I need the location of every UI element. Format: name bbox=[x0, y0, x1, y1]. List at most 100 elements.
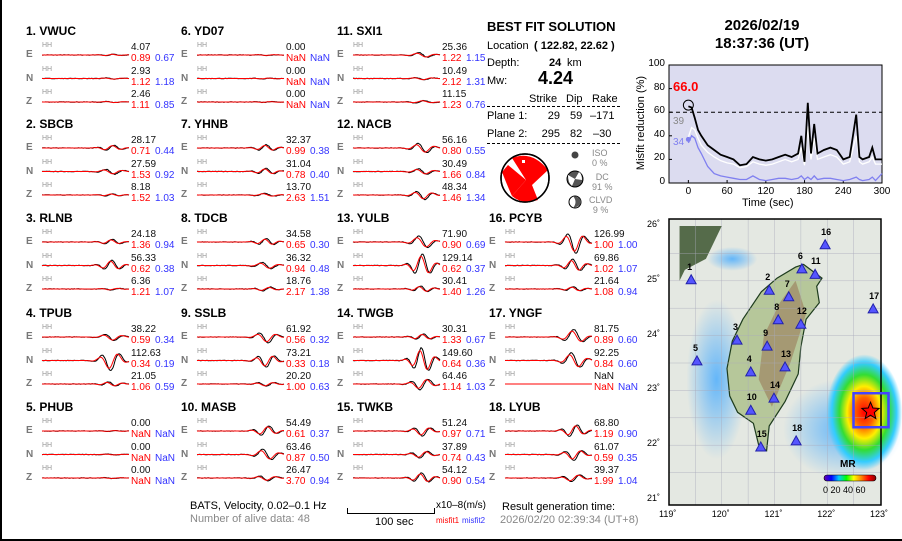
misfit1-value: 0.65 bbox=[286, 240, 306, 251]
component-label: E bbox=[337, 331, 344, 342]
station-number: 4 bbox=[746, 353, 752, 364]
channel-label: HH bbox=[353, 229, 364, 236]
observed-waveform bbox=[504, 233, 593, 254]
amplitude-value: 0.00 bbox=[286, 89, 306, 100]
mw-label: Mw: bbox=[487, 75, 508, 87]
component-label: Z bbox=[489, 283, 496, 294]
synthetic-waveform bbox=[42, 381, 130, 387]
misfit2-value: 0.76 bbox=[466, 100, 486, 111]
component-label: E bbox=[337, 49, 344, 60]
component-label: E bbox=[181, 331, 188, 342]
synthetic-waveform bbox=[42, 477, 129, 479]
amplitude-value: 63.46 bbox=[286, 441, 312, 453]
best-mr-label: 66.0 bbox=[673, 79, 699, 94]
station-triangle-icon bbox=[796, 262, 808, 274]
channel-label: HH bbox=[353, 347, 364, 355]
misfit1-value: 1.52 bbox=[131, 193, 151, 204]
component-label: N bbox=[337, 72, 345, 84]
station-triangle-icon bbox=[779, 360, 791, 372]
station-triangle-icon bbox=[763, 284, 776, 295]
misfit1-value: 1.23 bbox=[442, 100, 462, 111]
channel-label: HH bbox=[353, 324, 364, 331]
misfit1-value: 1.00 bbox=[594, 240, 614, 251]
misfit-series-line bbox=[687, 126, 882, 169]
misfit2-value: 0.94 bbox=[310, 476, 330, 487]
component-label: E bbox=[26, 425, 33, 436]
amplitude-value: 20.20 bbox=[286, 371, 312, 382]
lon-tick-label: 120˚ bbox=[711, 509, 730, 519]
amplitude-value: 0.00 bbox=[286, 65, 306, 77]
channel-label: HH bbox=[353, 65, 364, 73]
component-label: N bbox=[489, 354, 497, 366]
component-label: E bbox=[26, 236, 33, 247]
synthetic-waveform bbox=[197, 426, 284, 435]
channel-label: HH bbox=[42, 324, 53, 331]
amplitude-value: 0.00 bbox=[286, 42, 306, 53]
component-label: Z bbox=[337, 189, 344, 200]
component-label: E bbox=[26, 142, 33, 153]
synthetic-waveform bbox=[353, 52, 441, 58]
misfit1-value: 0.34 bbox=[131, 358, 151, 370]
station-number: 13 bbox=[781, 348, 792, 359]
dc-label: DC 91 % bbox=[592, 172, 613, 192]
component-label: N bbox=[181, 448, 189, 460]
station-triangle-icon bbox=[790, 434, 802, 446]
amplitude-value: 30.49 bbox=[442, 158, 468, 170]
station-triangle-icon bbox=[691, 354, 703, 366]
plane2-dip: 82 bbox=[570, 128, 583, 140]
component-label: Z bbox=[26, 472, 33, 483]
synthetic-waveform bbox=[197, 193, 284, 197]
synthetic-waveform bbox=[197, 355, 285, 367]
channel-label: HH bbox=[353, 135, 364, 142]
station-map bbox=[668, 218, 902, 506]
misfit1-value: 0.33 bbox=[286, 358, 306, 370]
channel-label: HH bbox=[505, 371, 516, 378]
misfit1-value: 3.70 bbox=[286, 476, 306, 487]
component-label: Z bbox=[26, 189, 33, 200]
misfit2-value: 0.19 bbox=[155, 358, 175, 370]
synthetic-waveform bbox=[197, 286, 285, 291]
plane1-dip: 59 bbox=[570, 110, 583, 122]
synthetic-waveform bbox=[505, 354, 593, 368]
channel-label: HH bbox=[505, 418, 516, 425]
lat-tick-label: 23˚ bbox=[647, 383, 661, 394]
lon-tick-label: 123˚ bbox=[870, 509, 889, 519]
station-title: 15. TWKB bbox=[337, 400, 394, 414]
component-label: E bbox=[489, 236, 496, 247]
y-axis-label: Misfit reduction (%) bbox=[635, 75, 647, 171]
plane1-strike: 29 bbox=[547, 110, 560, 122]
component-label: Z bbox=[337, 96, 344, 107]
y-tick-label: 100 bbox=[648, 58, 665, 69]
misfit1-value: 0.90 bbox=[442, 476, 462, 487]
component-label: Z bbox=[26, 283, 33, 294]
station-title: 17. YNGF bbox=[489, 306, 543, 320]
misfit1-value: 1.53 bbox=[131, 169, 151, 181]
amplitude-value: 64.46 bbox=[442, 371, 468, 382]
amplitude-value: 81.75 bbox=[594, 324, 620, 335]
synthetic-waveform bbox=[42, 287, 129, 291]
component-label: N bbox=[337, 354, 345, 366]
lat-tick-label: 24˚ bbox=[647, 328, 661, 339]
component-label: Z bbox=[337, 472, 344, 483]
synthetic-waveform bbox=[42, 334, 130, 341]
x-tick-label: 120 bbox=[757, 186, 775, 197]
misfit2-value: NaN bbox=[310, 76, 331, 88]
generation-label: Result generation time: bbox=[502, 501, 616, 513]
station-triangle-icon bbox=[685, 273, 698, 285]
station-number: 10 bbox=[746, 392, 757, 403]
synthetic-waveform bbox=[197, 238, 285, 245]
amplitude-value: 71.90 bbox=[442, 229, 468, 240]
misfit1-value: 1.12 bbox=[131, 76, 151, 88]
x-tick-label: 60 bbox=[721, 186, 733, 197]
misfit2-value: 0.36 bbox=[466, 358, 486, 370]
synthetic-waveform bbox=[197, 382, 285, 387]
misfit1-value: 0.59 bbox=[131, 335, 151, 346]
component-label: N bbox=[26, 259, 34, 271]
component-label: Z bbox=[26, 96, 33, 107]
synthetic-waveform bbox=[197, 262, 285, 269]
amplitude-value: 56.16 bbox=[442, 135, 468, 146]
synthetic-waveform bbox=[353, 379, 441, 389]
component-label: N bbox=[337, 448, 345, 460]
misfit1-value: 1.46 bbox=[442, 193, 462, 204]
